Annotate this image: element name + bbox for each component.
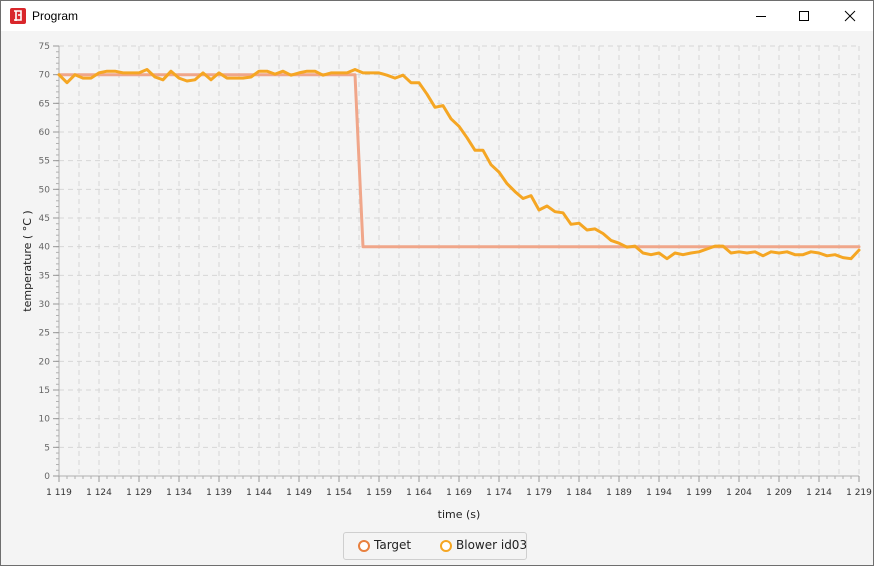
y-tick-label: 75 xyxy=(39,42,50,52)
x-tick-label: 1 169 xyxy=(446,488,472,498)
y-tick-label: 20 xyxy=(39,357,51,367)
x-tick-label: 1 174 xyxy=(486,488,512,498)
y-tick-label: 10 xyxy=(39,415,51,425)
x-tick-label: 1 139 xyxy=(206,488,232,498)
legend-marker-target xyxy=(358,540,370,552)
chart-axes: 1 119 1 124 1 129 1 134 1 139 1 144 1 149 1 154… xyxy=(39,42,873,498)
legend-label-blower: Blower id03 xyxy=(456,538,528,552)
maximize-icon xyxy=(799,11,809,21)
y-tick-label: 35 xyxy=(39,271,50,281)
x-tick-label: 1 154 xyxy=(326,488,352,498)
app-icon xyxy=(10,8,26,24)
minimize-icon xyxy=(756,16,766,17)
x-tick-label: 1 219 xyxy=(846,488,872,498)
y-tick-label: 5 xyxy=(44,443,50,453)
y-tick-label: 30 xyxy=(39,300,51,310)
chart-grid xyxy=(58,45,860,477)
x-tick-label: 1 144 xyxy=(246,488,272,498)
x-tick-label: 1 124 xyxy=(86,488,112,498)
x-tick-label: 1 129 xyxy=(126,488,152,498)
y-tick-label: 45 xyxy=(39,214,50,224)
minimize-button[interactable] xyxy=(741,1,781,31)
chart-series xyxy=(57,68,861,261)
y-tick-label: 15 xyxy=(39,386,50,396)
y-tick-label: 0 xyxy=(44,472,50,482)
chart-legend: Target Blower id03 xyxy=(343,532,527,560)
series-line-blower-id03 xyxy=(57,68,861,261)
x-tick-label: 1 134 xyxy=(166,488,192,498)
x-tick-label: 1 194 xyxy=(646,488,672,498)
x-tick-label: 1 179 xyxy=(526,488,552,498)
x-tick-label: 1 184 xyxy=(566,488,592,498)
y-tick-label: 50 xyxy=(39,185,51,195)
x-axis-label: time (s) xyxy=(438,508,481,521)
y-tick-label: 60 xyxy=(39,128,51,138)
plot-background xyxy=(59,46,859,476)
legend-marker-blower xyxy=(440,540,452,552)
maximize-button[interactable] xyxy=(784,1,824,31)
close-button[interactable] xyxy=(830,1,870,31)
x-tick-label: 1 164 xyxy=(406,488,432,498)
x-tick-label: 1 189 xyxy=(606,488,632,498)
x-tick-label: 1 204 xyxy=(726,488,752,498)
y-tick-label: 70 xyxy=(39,71,51,81)
y-tick-label: 25 xyxy=(39,329,50,339)
legend-label-target: Target xyxy=(374,538,412,552)
y-axis-label: temperature ( °C ) xyxy=(21,210,34,311)
window-title: Program xyxy=(32,9,79,23)
y-tick-label: 40 xyxy=(39,243,51,253)
x-tick-label: 1 209 xyxy=(766,488,792,498)
title-bar[interactable]: Program xyxy=(1,1,873,31)
x-tick-label: 1 119 xyxy=(46,488,72,498)
x-tick-label: 1 199 xyxy=(686,488,712,498)
x-tick-label: 1 214 xyxy=(806,488,832,498)
x-tick-label: 1 149 xyxy=(286,488,312,498)
close-icon xyxy=(844,10,856,22)
y-tick-label: 55 xyxy=(39,157,50,167)
y-tick-label: 65 xyxy=(39,99,50,109)
x-tick-label: 1 159 xyxy=(366,488,392,498)
